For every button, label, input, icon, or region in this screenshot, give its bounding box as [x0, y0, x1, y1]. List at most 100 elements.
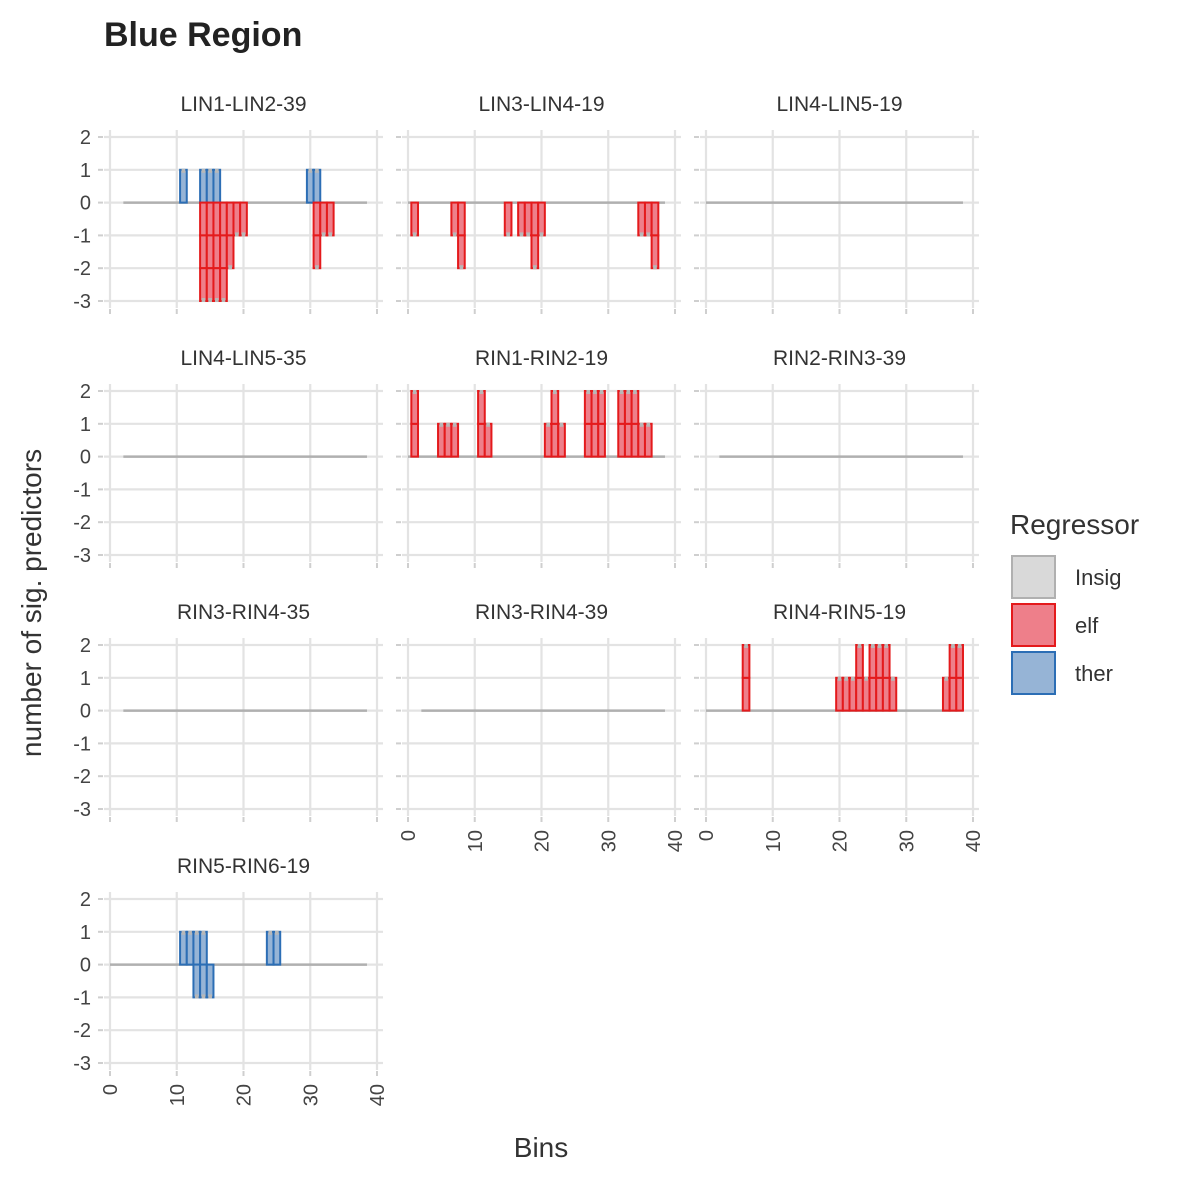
bar-elf [888, 676, 898, 712]
bar-elf [219, 201, 228, 237]
y-tick-label: 0 [80, 955, 91, 977]
bar-elf [848, 676, 858, 712]
bar-end-cap [201, 168, 206, 173]
bar-ther [199, 963, 208, 999]
bar-end-cap [479, 390, 484, 394]
legend-key-ther [1011, 651, 1056, 695]
bar-end-cap [837, 676, 842, 681]
bar-elf [650, 234, 660, 270]
bar-end-cap [275, 930, 279, 935]
bar-end-cap [539, 232, 544, 237]
bar-end-cap [857, 644, 862, 648]
panel-LIN3-LIN4-19: LIN3-LIN4-19 [396, 93, 681, 314]
x-tick-label: 30 [598, 830, 620, 852]
panel-strip-label: RIN5-RIN6-19 [177, 855, 310, 878]
x-tick-label: 10 [167, 1084, 189, 1106]
bar-elf [841, 676, 851, 712]
bar-elf [623, 422, 633, 458]
y-tick-label: -1 [73, 987, 91, 1009]
legend-label: ther [1075, 661, 1113, 686]
bar-end-cap [241, 232, 246, 237]
bar-elf [483, 422, 493, 458]
bar-elf [643, 201, 653, 237]
bar-elf [881, 676, 891, 712]
chart-title: Blue Region [104, 16, 302, 54]
bar-end-cap [844, 676, 849, 681]
y-tick-label: -3 [73, 799, 91, 821]
bar-elf [199, 267, 208, 303]
bar-elf [410, 201, 420, 237]
bar-elf [637, 201, 646, 237]
bar-end-cap [553, 390, 557, 394]
y-tick-label: 2 [80, 635, 91, 657]
bar-end-cap [532, 265, 537, 270]
bar-elf [623, 390, 633, 425]
bar-end-cap [194, 930, 199, 935]
bar-end-cap [944, 676, 949, 681]
bar-elf [597, 390, 606, 425]
bar-elf [312, 234, 322, 270]
x-tick-label: 40 [963, 830, 985, 852]
bar-elf [199, 234, 208, 270]
bar-elf [205, 234, 215, 270]
panel-LIN1-LIN2-39: LIN1-LIN2-39 2 1 0 -1 -2 -3 [73, 93, 383, 314]
bar-elf [503, 201, 513, 237]
bar-end-cap [599, 390, 604, 394]
bar-elf [410, 390, 420, 425]
bar-end-cap [308, 168, 313, 173]
bar-end-cap [877, 644, 882, 648]
bar-ther [205, 168, 215, 204]
bar-ther [312, 168, 322, 204]
bar-elf [212, 234, 222, 270]
bar-end-cap [181, 930, 186, 935]
bar-elf [550, 422, 560, 458]
bar-ther [179, 168, 188, 204]
bar-elf [225, 201, 235, 237]
y-tick-label: 1 [80, 414, 91, 436]
bar-end-cap [328, 232, 333, 237]
bar-elf [855, 644, 864, 679]
x-axis-label: Bins [514, 1132, 568, 1163]
bar-elf [239, 201, 248, 237]
bar-end-cap [452, 422, 457, 427]
bar-end-cap [864, 676, 869, 681]
bar-elf [410, 422, 420, 458]
bar-end-cap [315, 168, 319, 173]
bar-ther [272, 930, 282, 966]
legend-label: elf [1075, 613, 1099, 638]
bar-end-cap [321, 232, 326, 237]
bar-elf [543, 422, 553, 458]
bar-elf [955, 676, 964, 712]
bar-elf [583, 390, 593, 425]
bar-elf [590, 390, 600, 425]
bar-elf [855, 676, 864, 712]
y-tick-label: 0 [80, 447, 91, 469]
legend-title: Regressor [1010, 509, 1139, 540]
bar-elf [205, 267, 215, 303]
bar-end-cap [181, 168, 186, 173]
bar-end-cap [486, 422, 490, 427]
bar-elf [212, 201, 222, 237]
bar-end-cap [626, 390, 631, 394]
y-tick-label: -1 [73, 225, 91, 247]
bar-end-cap [646, 422, 651, 427]
bar-elf [861, 676, 871, 712]
y-tick-label: -1 [73, 733, 91, 755]
bar-end-cap [412, 390, 417, 394]
bar-elf [597, 422, 606, 458]
y-tick-label: -2 [73, 1020, 91, 1042]
bar-end-cap [446, 422, 450, 427]
panel-strip-label: RIN4-RIN5-19 [773, 601, 906, 624]
bar-elf [232, 201, 242, 237]
bar-elf [955, 644, 964, 679]
bar-elf [637, 422, 646, 458]
bar-end-cap [633, 390, 637, 394]
x-tick-label: 10 [763, 830, 785, 852]
bar-elf [457, 234, 466, 270]
bar-elf [583, 422, 593, 458]
panel-LIN4-LIN5-19: LIN4-LIN5-19 [694, 93, 979, 314]
y-tick-label: 0 [80, 193, 91, 215]
bar-end-cap [201, 298, 206, 302]
bar-ther [192, 930, 202, 966]
